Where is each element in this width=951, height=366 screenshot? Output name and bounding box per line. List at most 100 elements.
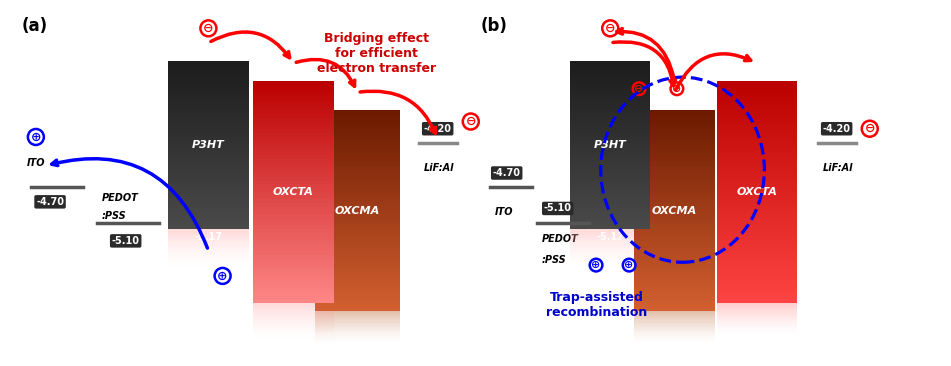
Bar — [168, 184, 248, 187]
Bar — [253, 229, 334, 232]
Bar — [253, 181, 334, 184]
Bar — [315, 340, 399, 341]
Bar — [168, 103, 248, 106]
Bar — [315, 291, 399, 295]
Text: PEDOT: PEDOT — [102, 193, 139, 203]
Bar — [168, 61, 248, 64]
Bar — [168, 251, 248, 252]
Bar — [168, 218, 248, 221]
Bar — [634, 315, 715, 316]
Bar — [570, 182, 650, 184]
Bar — [253, 126, 334, 129]
Bar — [168, 237, 248, 238]
Bar — [570, 251, 650, 252]
Bar — [570, 234, 650, 235]
Bar — [570, 198, 650, 201]
Bar — [315, 147, 399, 151]
Bar — [315, 318, 399, 320]
Bar — [168, 156, 248, 159]
Bar — [315, 325, 399, 326]
Bar — [717, 325, 797, 326]
Bar — [570, 261, 650, 262]
Bar — [570, 162, 650, 165]
Bar — [253, 163, 334, 166]
Bar — [634, 314, 715, 315]
Bar — [253, 273, 334, 277]
Bar — [168, 261, 248, 262]
Bar — [717, 118, 797, 122]
Bar — [634, 318, 715, 320]
Bar — [315, 314, 399, 315]
Text: -5.10: -5.10 — [544, 203, 572, 213]
Bar — [570, 238, 650, 239]
Bar — [168, 236, 248, 237]
Bar — [315, 271, 399, 274]
Bar — [315, 248, 399, 251]
Bar — [634, 144, 715, 147]
Bar — [315, 111, 399, 114]
Bar — [717, 307, 797, 308]
Bar — [253, 192, 334, 195]
Bar — [634, 191, 715, 194]
Bar — [717, 303, 797, 304]
Bar — [570, 237, 650, 238]
Bar — [253, 111, 334, 115]
Bar — [168, 128, 248, 131]
Bar — [570, 209, 650, 212]
Bar — [717, 192, 797, 195]
Bar — [634, 228, 715, 231]
Bar — [634, 337, 715, 338]
Bar — [168, 195, 248, 198]
Bar — [315, 301, 399, 305]
Bar — [253, 315, 334, 316]
Bar — [315, 281, 399, 285]
Bar — [315, 201, 399, 204]
Bar — [253, 302, 334, 303]
Bar — [168, 72, 248, 75]
Bar — [253, 144, 334, 147]
Bar — [253, 321, 334, 322]
Bar — [168, 142, 248, 145]
Bar — [315, 174, 399, 178]
Bar — [717, 207, 797, 210]
Bar — [634, 339, 715, 340]
Bar — [253, 262, 334, 266]
Bar — [634, 248, 715, 251]
Bar — [717, 258, 797, 262]
Bar — [253, 247, 334, 251]
Bar — [717, 332, 797, 333]
Bar — [253, 326, 334, 327]
Bar — [570, 226, 650, 229]
Bar — [253, 325, 334, 326]
Bar — [168, 145, 248, 148]
Bar — [570, 221, 650, 224]
Bar — [634, 336, 715, 337]
Bar — [315, 265, 399, 268]
Bar — [168, 162, 248, 165]
Bar — [168, 228, 248, 229]
Bar — [570, 253, 650, 254]
Bar — [168, 139, 248, 142]
Bar — [168, 249, 248, 250]
Bar — [570, 142, 650, 145]
Bar — [717, 89, 797, 92]
Bar — [570, 156, 650, 159]
Bar — [717, 333, 797, 334]
Bar — [717, 133, 797, 137]
Bar — [315, 134, 399, 137]
Bar — [570, 139, 650, 142]
Bar — [253, 284, 334, 288]
Bar — [315, 332, 399, 333]
Bar — [168, 100, 248, 103]
Bar — [168, 240, 248, 241]
Text: -4.20: -4.20 — [823, 124, 850, 134]
Bar — [253, 310, 334, 311]
Bar — [570, 100, 650, 103]
Bar — [315, 184, 399, 187]
Text: OXCTA: OXCTA — [736, 187, 777, 197]
Bar — [168, 198, 248, 201]
Bar — [570, 148, 650, 150]
Bar — [168, 244, 248, 246]
Bar — [315, 342, 399, 343]
Bar — [315, 144, 399, 147]
